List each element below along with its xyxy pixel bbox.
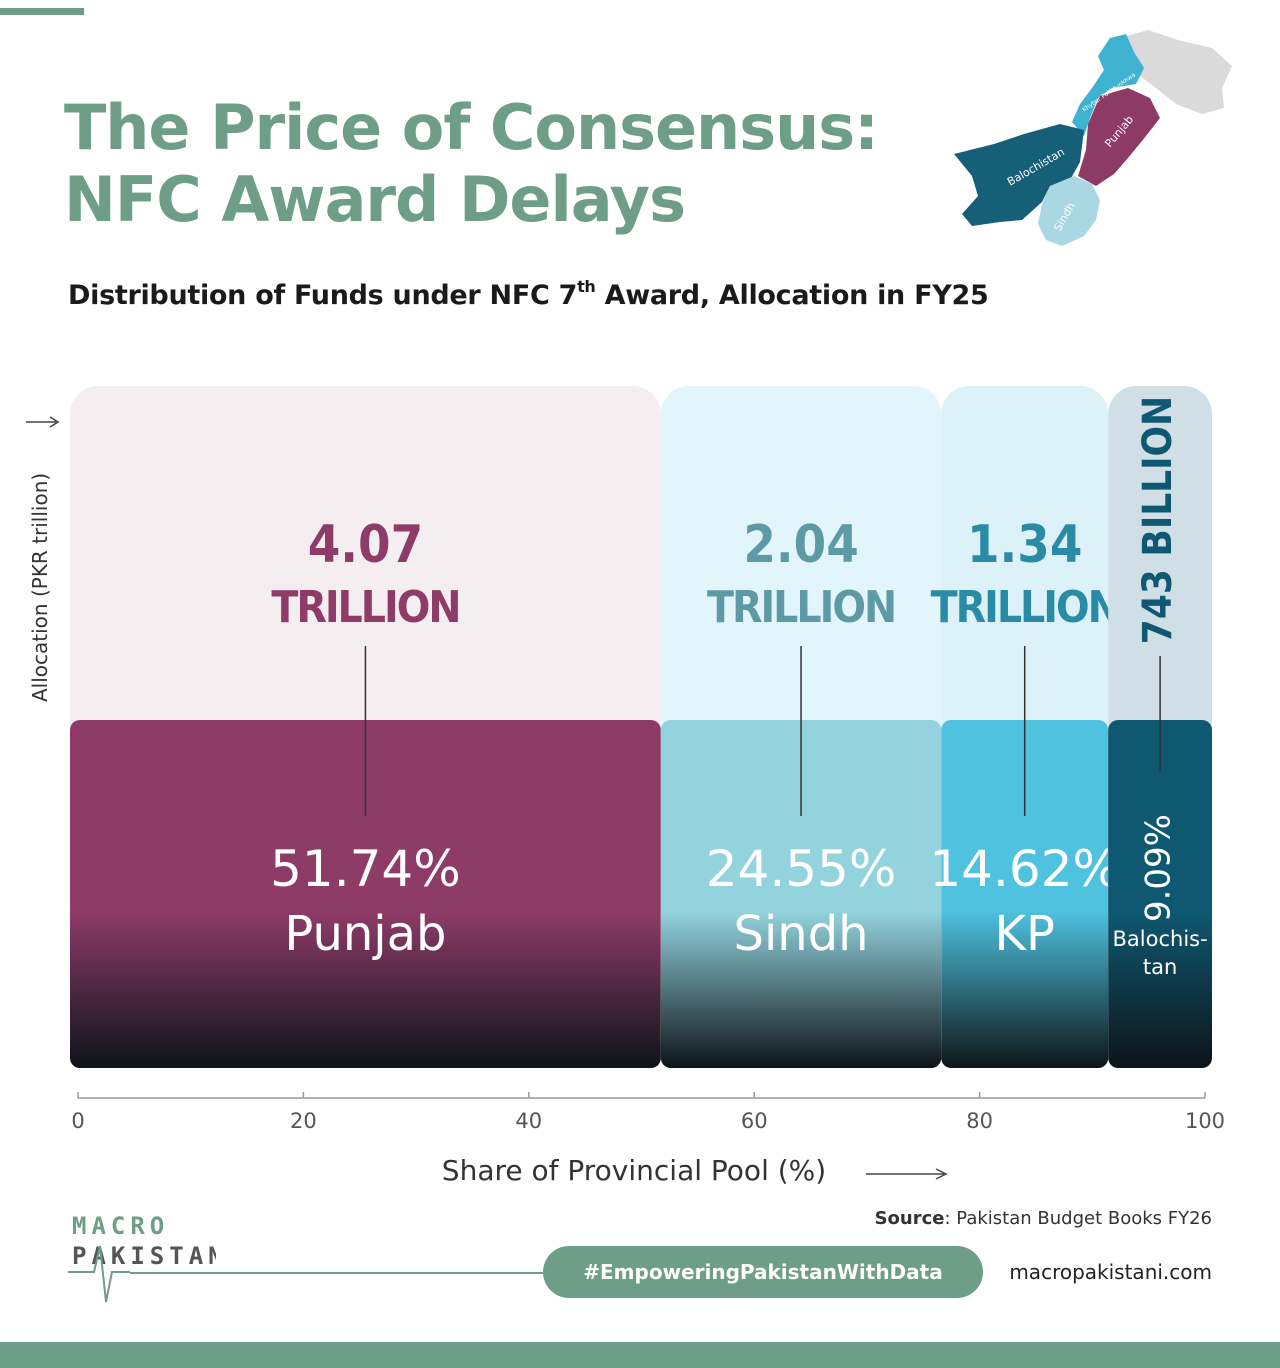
subtitle-pre: Distribution of Funds under NFC 7 [68,280,578,311]
category-label: Sindh [733,906,868,962]
unit-label: TRILLION [931,582,1119,633]
map-region-sindh [1038,176,1100,246]
y-axis-arrow-icon [26,416,60,428]
hashtag-pill: #EmpoweringPakistanWithData [543,1246,983,1298]
x-axis-arrowhead-icon [935,1168,948,1180]
website-link[interactable]: macropakistani.com [1009,1260,1212,1284]
source-label: Source [874,1208,945,1229]
source-note: Source: Pakistan Budget Books FY26 [875,1208,1212,1229]
category-label: Balochis- [1113,927,1208,951]
map-region-balochistan [954,124,1084,226]
bar-kp [941,720,1109,1068]
unit-label: TRILLION [707,582,895,633]
bar-punjab [70,720,661,1068]
logo-line-1: MACRO [72,1212,169,1240]
bar-balochistan [1108,720,1212,1068]
x-tick-label: 60 [741,1109,768,1133]
x-tick-label: 20 [290,1109,317,1133]
value-label: 2.04 [743,515,858,575]
x-tick-label: 80 [966,1109,993,1133]
value-label: 743 BILLION [1135,396,1181,644]
macropakistani-logo: MACRO PAKISTANI [66,1210,242,1310]
unit-label: TRILLION [271,582,459,633]
mekko-chart: 4.07 TRILLION 51.74% Punjab 2.04 TRILLION 24.5… [70,386,1225,1187]
share-label: 14.62% [929,840,1120,898]
value-label: 4.07 [308,515,423,575]
logo-line-2: PAKISTANI [72,1242,216,1270]
title-line-1: The Price of Consensus: [64,91,879,164]
pakistan-map: Balochistan Punjab Sindh Khyber Pakhtunk… [950,26,1240,256]
title-line-2: NFC Award Delays [64,163,686,236]
bottom-accent-band [0,1342,1280,1368]
x-axis-label: Share of Provincial Pool (%) [442,1154,826,1187]
subtitle-sup: th [577,277,596,296]
page-title: The Price of Consensus: NFC Award Delays [64,91,879,236]
footer-divider [130,1272,560,1274]
share-label: 51.74% [270,840,461,898]
map-region-punjab [1078,88,1160,186]
chart-subtitle: Distribution of Funds under NFC 7th Awar… [68,276,989,316]
bar-sindh [660,720,942,1068]
share-label: 9.09% [1139,814,1179,922]
category-label: KP [995,906,1055,962]
share-label: 24.55% [706,840,897,898]
category-label: tan [1143,955,1177,979]
map-region-kp [1072,34,1144,136]
top-accent-rule [0,8,84,15]
x-tick-label: 100 [1185,1109,1225,1133]
x-tick-label: 0 [71,1109,84,1133]
x-tick-label: 40 [515,1109,542,1133]
map-region-other [1120,30,1232,114]
subtitle-post: Award, Allocation in FY25 [595,280,989,311]
value-label: 1.34 [967,515,1082,575]
category-label: Punjab [284,906,446,962]
source-text: : Pakistan Budget Books FY26 [944,1208,1213,1229]
